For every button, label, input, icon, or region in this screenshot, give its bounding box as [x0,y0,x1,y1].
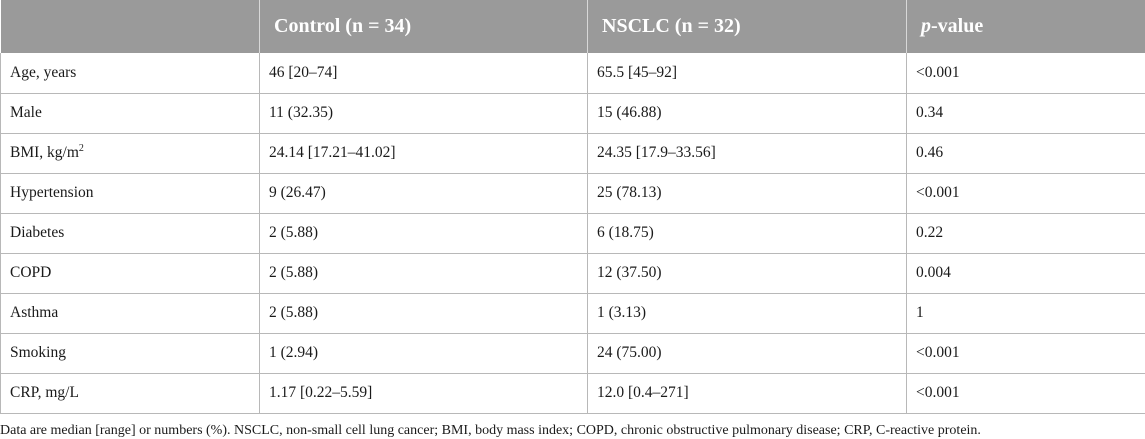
control-value: 1 (2.94) [260,333,588,373]
control-value: 2 (5.88) [260,253,588,293]
header-cell-empty [1,0,260,53]
nsclc-value: 24.35 [17.9–33.56] [588,133,907,173]
control-value: 1.17 [0.22–5.59] [260,373,588,413]
row-label: Hypertension [1,173,260,213]
p-value: <0.001 [907,333,1145,373]
row-label: Male [1,93,260,133]
p-value: 0.22 [907,213,1145,253]
table-row: BMI, kg/m2 24.14 [17.21–41.02] 24.35 [17… [1,133,1145,173]
row-label: BMI, kg/m2 [1,133,260,173]
table-row: Age, years 46 [20–74] 65.5 [45–92] <0.00… [1,53,1145,93]
header-cell-control: Control (n = 34) [260,0,588,53]
control-value: 24.14 [17.21–41.02] [260,133,588,173]
table-row: COPD 2 (5.88) 12 (37.50) 0.004 [1,253,1145,293]
p-value: 0.004 [907,253,1145,293]
header-p-rest: -value [931,15,983,37]
nsclc-value: 12.0 [0.4–271] [588,373,907,413]
nsclc-value: 24 (75.00) [588,333,907,373]
nsclc-value: 1 (3.13) [588,293,907,333]
p-value: <0.001 [907,53,1145,93]
p-value: 1 [907,293,1145,333]
row-label: Asthma [1,293,260,333]
header-cell-p-value: p-value [907,0,1145,53]
table-body: Age, years 46 [20–74] 65.5 [45–92] <0.00… [1,53,1145,413]
p-value: <0.001 [907,173,1145,213]
nsclc-value: 6 (18.75) [588,213,907,253]
control-value: 2 (5.88) [260,213,588,253]
row-label: COPD [1,253,260,293]
header-p-italic: p [921,15,931,37]
table-header: Control (n = 34) NSCLC (n = 32) p-value [1,0,1145,53]
table-row: Asthma 2 (5.88) 1 (3.13) 1 [1,293,1145,333]
control-value: 46 [20–74] [260,53,588,93]
header-row: Control (n = 34) NSCLC (n = 32) p-value [1,0,1145,53]
row-label-main: BMI, kg/m [10,144,79,161]
nsclc-value: 12 (37.50) [588,253,907,293]
nsclc-value: 25 (78.13) [588,173,907,213]
characteristics-table: Control (n = 34) NSCLC (n = 32) p-value … [0,0,1145,414]
table-row: Hypertension 9 (26.47) 25 (78.13) <0.001 [1,173,1145,213]
row-label: Smoking [1,333,260,373]
header-cell-nsclc: NSCLC (n = 32) [588,0,907,53]
control-value: 11 (32.35) [260,93,588,133]
p-value: 0.46 [907,133,1145,173]
control-value: 9 (26.47) [260,173,588,213]
nsclc-value: 15 (46.88) [588,93,907,133]
row-label: CRP, mg/L [1,373,260,413]
table-row: Male 11 (32.35) 15 (46.88) 0.34 [1,93,1145,133]
row-label: Age, years [1,53,260,93]
p-value: <0.001 [907,373,1145,413]
row-label: Diabetes [1,213,260,253]
p-value: 0.34 [907,93,1145,133]
table-row: CRP, mg/L 1.17 [0.22–5.59] 12.0 [0.4–271… [1,373,1145,413]
control-value: 2 (5.88) [260,293,588,333]
nsclc-value: 65.5 [45–92] [588,53,907,93]
table-row: Diabetes 2 (5.88) 6 (18.75) 0.22 [1,213,1145,253]
table-footnote: Data are median [range] or numbers (%). … [0,414,1145,439]
table-row: Smoking 1 (2.94) 24 (75.00) <0.001 [1,333,1145,373]
row-label-superscript: 2 [79,143,84,154]
